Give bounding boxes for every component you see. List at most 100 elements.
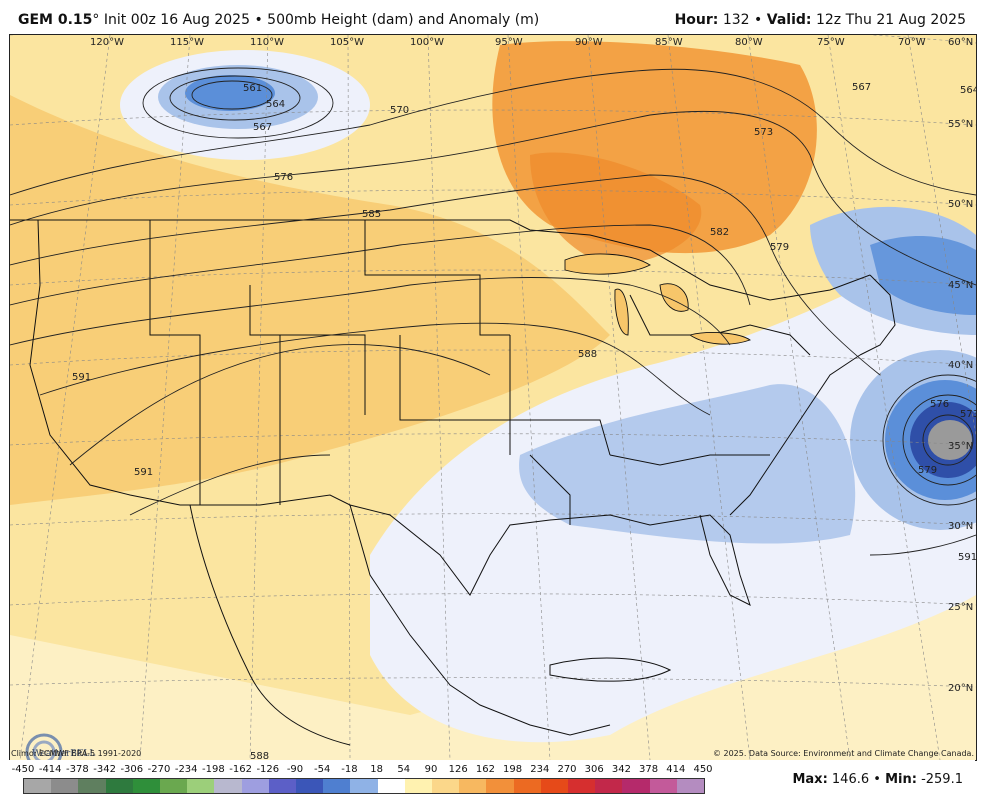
legend-swatch [432,779,460,793]
contour-570 [10,68,976,196]
lat-label-35n: 35°N [948,441,973,452]
contour-label-582: 582 [710,227,729,238]
legend-swatch [513,779,541,793]
contour-label-591-east: 591 [958,552,976,563]
lake-michigan [614,288,629,336]
legend-swatch [404,779,433,793]
max-label: Max: [792,772,828,787]
legend-label: -18 [341,764,358,775]
us-canada-border [10,219,871,301]
legend-label: 306 [584,764,604,775]
legend-label: 54 [397,764,411,775]
legend-label: -450 [11,764,35,775]
valid-label: Valid: [766,12,812,28]
init-time: Init 00z 16 Aug 2025 [103,12,250,28]
map-canvas: 561 564 567 570 576 585 588 591 591 582 … [10,35,976,760]
hour-value: 132 [722,12,750,28]
bullet-2: • [754,12,763,28]
cuba [549,657,672,682]
contour-label-573: 573 [754,127,773,138]
plains-states [364,220,510,336]
contour-label-585: 585 [362,209,381,220]
height-contours [10,67,976,556]
legend-label: -414 [38,764,62,775]
legend-label: -198 [202,764,225,775]
min-label: Min: [885,772,917,787]
anomaly-legend: -450 -414 -378 -342 -306 -270 -234 -198 -162 -126… [9,760,975,808]
legend-swatch [78,779,106,793]
anomaly-warm-mid-west [10,95,610,505]
great-lakes [564,253,751,345]
legend-swatch [595,779,623,793]
low-contour-3 [882,374,976,506]
contour-label-561: 561 [243,83,262,94]
anomaly-cool-mid-southeast [519,384,856,544]
legend-label: -126 [256,764,280,775]
western-states [149,220,201,505]
lat-label-30n: 30°N [948,521,973,532]
legend-label: -342 [93,764,116,775]
legend-swatch [214,779,242,793]
lon-label-85w: 85°W [655,37,683,48]
degree-sign: ° [92,12,100,28]
lat-label-55n: 55°N [948,119,973,130]
southern-plains [399,335,511,455]
copyright-note: © 2025. Data Source: Environment and Cli… [712,749,974,758]
legend-swatch [187,779,215,793]
climo-note: Climo: ECMWF ERA-5 1991-2020 [11,749,142,758]
mexico-gulf-coast [349,504,611,736]
contour-label-588: 588 [578,349,597,360]
hour-label: Hour: [674,12,719,28]
contour-label-579-low: 579 [918,465,937,476]
low-contour-1 [922,414,974,466]
lat-label-25n: 25°N [948,602,973,613]
legend-label: 18 [370,764,383,775]
legend-label: -54 [314,764,331,775]
legend-swatch [51,779,79,793]
legend-label: 90 [424,764,438,775]
legend-label: 198 [503,764,523,775]
contour-label-564-east: 564 [960,85,976,96]
anomaly-cool-low-core [928,420,972,460]
contour-576 [10,110,976,286]
contour-label-573-low: 573 [960,409,976,420]
legend-label: -234 [174,764,198,775]
legend-swatch [323,779,351,793]
contour-label-567: 567 [253,122,272,133]
legend-swatch [459,779,487,793]
contour-567 [142,67,334,139]
lon-label-110w: 110°W [250,37,284,48]
contour-label-576: 576 [274,172,293,183]
legend-label: -90 [286,764,304,775]
legend-swatch [268,779,297,793]
anomaly-cool-strong-northeast [870,235,976,315]
contour-594 [129,454,331,516]
contour-591 [69,344,491,466]
legend-label: -378 [66,764,89,775]
header-right: Hour: 132 • Valid: 12z Thu 21 Aug 2025 [675,12,966,28]
logo-text: WeatherBELL [32,749,95,759]
contour-label-576-low: 576 [930,399,949,410]
lat-label-20n: 20°N [948,683,973,694]
legend-swatch [132,779,161,793]
legend-swatch [241,779,269,793]
product-name: 500mb Height (dam) and Anomaly (m) [267,12,540,28]
legend-swatch [105,779,133,793]
map-frame[interactable]: 561 564 567 570 576 585 588 591 591 582 … [9,34,977,761]
legend-labels: -450 -414 -378 -342 -306 -270 -234 -198 -162 -126… [12,764,713,778]
legend-swatch [377,779,405,793]
contour-label-567-east: 567 [852,82,871,93]
lat-label-60n: 60°N [948,37,973,48]
header: GEM 0.15° Init 00z 16 Aug 2025 • 500mb H… [0,0,984,34]
legend-label: 162 [475,764,495,775]
lon-label-120w: 120°W [90,37,124,48]
legend-swatch [24,779,52,793]
legend-swatch [160,779,188,793]
lon-label-90w: 90°W [575,37,603,48]
legend-swatch [676,779,705,793]
graticule [10,35,976,760]
header-left: GEM 0.15° Init 00z 16 Aug 2025 • 500mb H… [18,12,539,28]
legend-swatch [568,779,596,793]
legend-label: 414 [666,764,686,775]
contour-label-579: 579 [770,242,789,253]
